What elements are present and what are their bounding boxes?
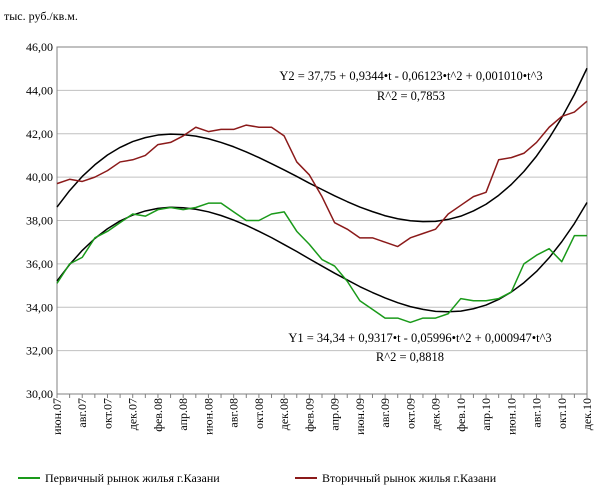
y-tick-label: 44,00	[26, 83, 53, 97]
x-tick-label: фев.08	[151, 398, 165, 432]
y-tick-label: 36,00	[26, 257, 53, 271]
data-line	[56, 100, 588, 248]
y-axis-label: тыс. руб./кв.м.	[4, 9, 78, 23]
x-tick-label: авг.09	[378, 398, 392, 428]
data-line	[56, 202, 587, 324]
y-tick-label: 40,00	[26, 170, 53, 184]
y-tick-label: 46,00	[26, 40, 53, 54]
y-tick-label: 32,00	[26, 344, 53, 358]
trend-r2: R^2 = 0,7853	[377, 89, 445, 103]
y-tick-label: 42,00	[26, 127, 53, 141]
legend-label: Первичный рынок жилья г.Казани	[45, 471, 220, 485]
x-tick-label: апр.09	[328, 398, 342, 431]
trend-line	[56, 202, 588, 313]
trend-equation: Y2 = 37,75 + 0,9344•t - 0,06123•t^2 + 0,…	[279, 69, 542, 83]
trend-equation: Y1 = 34,34 + 0,9317•t - 0,05996•t^2 + 0,…	[288, 331, 551, 345]
x-tick-label: дек.09	[429, 398, 443, 430]
x-tick-label: окт.09	[403, 398, 417, 429]
x-tick-label: авг.10	[530, 398, 544, 428]
x-tick-label: окт.08	[252, 398, 266, 429]
x-tick-label: июн.10	[504, 398, 518, 435]
trend-r2: R^2 = 0,8818	[376, 350, 444, 364]
x-tick-label: июн.09	[353, 398, 367, 435]
x-tick-label: дек.08	[277, 398, 291, 430]
y-tick-label: 38,00	[26, 214, 53, 228]
legend-label: Вторичный рынок жилья г.Казани	[322, 471, 497, 485]
y-tick-label: 34,00	[26, 300, 53, 314]
x-tick-label: апр.10	[479, 398, 493, 431]
x-tick-label: апр.08	[176, 398, 190, 431]
x-tick-label: авг.08	[227, 398, 241, 428]
x-tick-label: июн.08	[201, 398, 215, 435]
x-tick-label: дек.07	[126, 398, 140, 430]
y-tick-label: 30,00	[26, 387, 53, 401]
trend-line	[56, 67, 588, 223]
x-tick-label: окт.07	[100, 398, 114, 429]
x-tick-label: фев.09	[302, 398, 316, 432]
x-tick-label: дек.10	[580, 398, 594, 430]
x-tick-label: фев.10	[454, 398, 468, 432]
x-tick-label: июн.07	[50, 398, 64, 435]
x-tick-label: авг.07	[75, 398, 89, 428]
x-tick-label: окт.10	[555, 398, 569, 429]
